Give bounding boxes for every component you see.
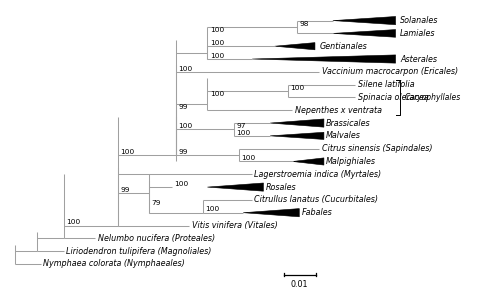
Text: Malpighiales: Malpighiales bbox=[326, 157, 376, 166]
Text: Nymphaea colorata (Nymphaeales): Nymphaea colorata (Nymphaeales) bbox=[43, 260, 185, 269]
Text: Rosales: Rosales bbox=[266, 183, 296, 192]
Text: 100: 100 bbox=[66, 219, 80, 225]
Polygon shape bbox=[244, 209, 300, 217]
Text: 99: 99 bbox=[120, 187, 130, 193]
Text: 0.01: 0.01 bbox=[291, 280, 308, 289]
Text: Gentianales: Gentianales bbox=[320, 42, 367, 51]
Text: Vitis vinifera (Vitales): Vitis vinifera (Vitales) bbox=[192, 221, 278, 230]
Text: 100: 100 bbox=[290, 85, 304, 91]
Polygon shape bbox=[208, 183, 264, 191]
Text: Spinacia oleracea: Spinacia oleracea bbox=[358, 93, 428, 102]
Text: 100: 100 bbox=[210, 40, 224, 46]
Text: Liriodendron tulipifera (Magnoliales): Liriodendron tulipifera (Magnoliales) bbox=[66, 246, 212, 255]
Polygon shape bbox=[270, 132, 324, 139]
Text: Fabales: Fabales bbox=[302, 208, 332, 217]
Text: 100: 100 bbox=[205, 206, 220, 213]
Text: Nepenthes x ventrata: Nepenthes x ventrata bbox=[295, 106, 382, 115]
Text: Caryophyllales: Caryophyllales bbox=[404, 93, 461, 102]
Polygon shape bbox=[333, 17, 396, 25]
Text: 99: 99 bbox=[178, 149, 188, 155]
Text: 100: 100 bbox=[210, 27, 224, 33]
Text: Malvales: Malvales bbox=[326, 131, 361, 140]
Text: Asterales: Asterales bbox=[400, 55, 437, 64]
Polygon shape bbox=[270, 119, 324, 127]
Text: 100: 100 bbox=[120, 149, 134, 155]
Text: Silene latifolia: Silene latifolia bbox=[358, 80, 414, 89]
Text: Citrullus lanatus (Cucurbitales): Citrullus lanatus (Cucurbitales) bbox=[254, 195, 378, 204]
Text: 100: 100 bbox=[178, 66, 192, 72]
Text: 100: 100 bbox=[174, 181, 188, 187]
Text: Lamiales: Lamiales bbox=[400, 29, 436, 38]
Text: 100: 100 bbox=[210, 91, 224, 97]
Text: 100: 100 bbox=[236, 130, 251, 136]
Text: 98: 98 bbox=[300, 21, 309, 27]
Text: 100: 100 bbox=[178, 123, 192, 129]
Text: 97: 97 bbox=[236, 123, 246, 129]
Text: Vaccinium macrocarpon (Ericales): Vaccinium macrocarpon (Ericales) bbox=[322, 67, 458, 76]
Polygon shape bbox=[292, 158, 324, 165]
Text: 100: 100 bbox=[210, 53, 224, 59]
Text: 100: 100 bbox=[241, 155, 256, 161]
Text: Solanales: Solanales bbox=[400, 16, 438, 25]
Text: Brassicales: Brassicales bbox=[326, 119, 371, 128]
Polygon shape bbox=[252, 55, 396, 63]
Text: 79: 79 bbox=[152, 200, 161, 206]
Text: Citrus sinensis (Sapindales): Citrus sinensis (Sapindales) bbox=[322, 144, 432, 153]
Polygon shape bbox=[274, 43, 315, 50]
Text: Lagerstroemia indica (Myrtales): Lagerstroemia indica (Myrtales) bbox=[254, 170, 382, 179]
Polygon shape bbox=[333, 30, 396, 37]
Text: 99: 99 bbox=[178, 104, 188, 110]
Text: Nelumbo nucifera (Proteales): Nelumbo nucifera (Proteales) bbox=[98, 234, 215, 243]
